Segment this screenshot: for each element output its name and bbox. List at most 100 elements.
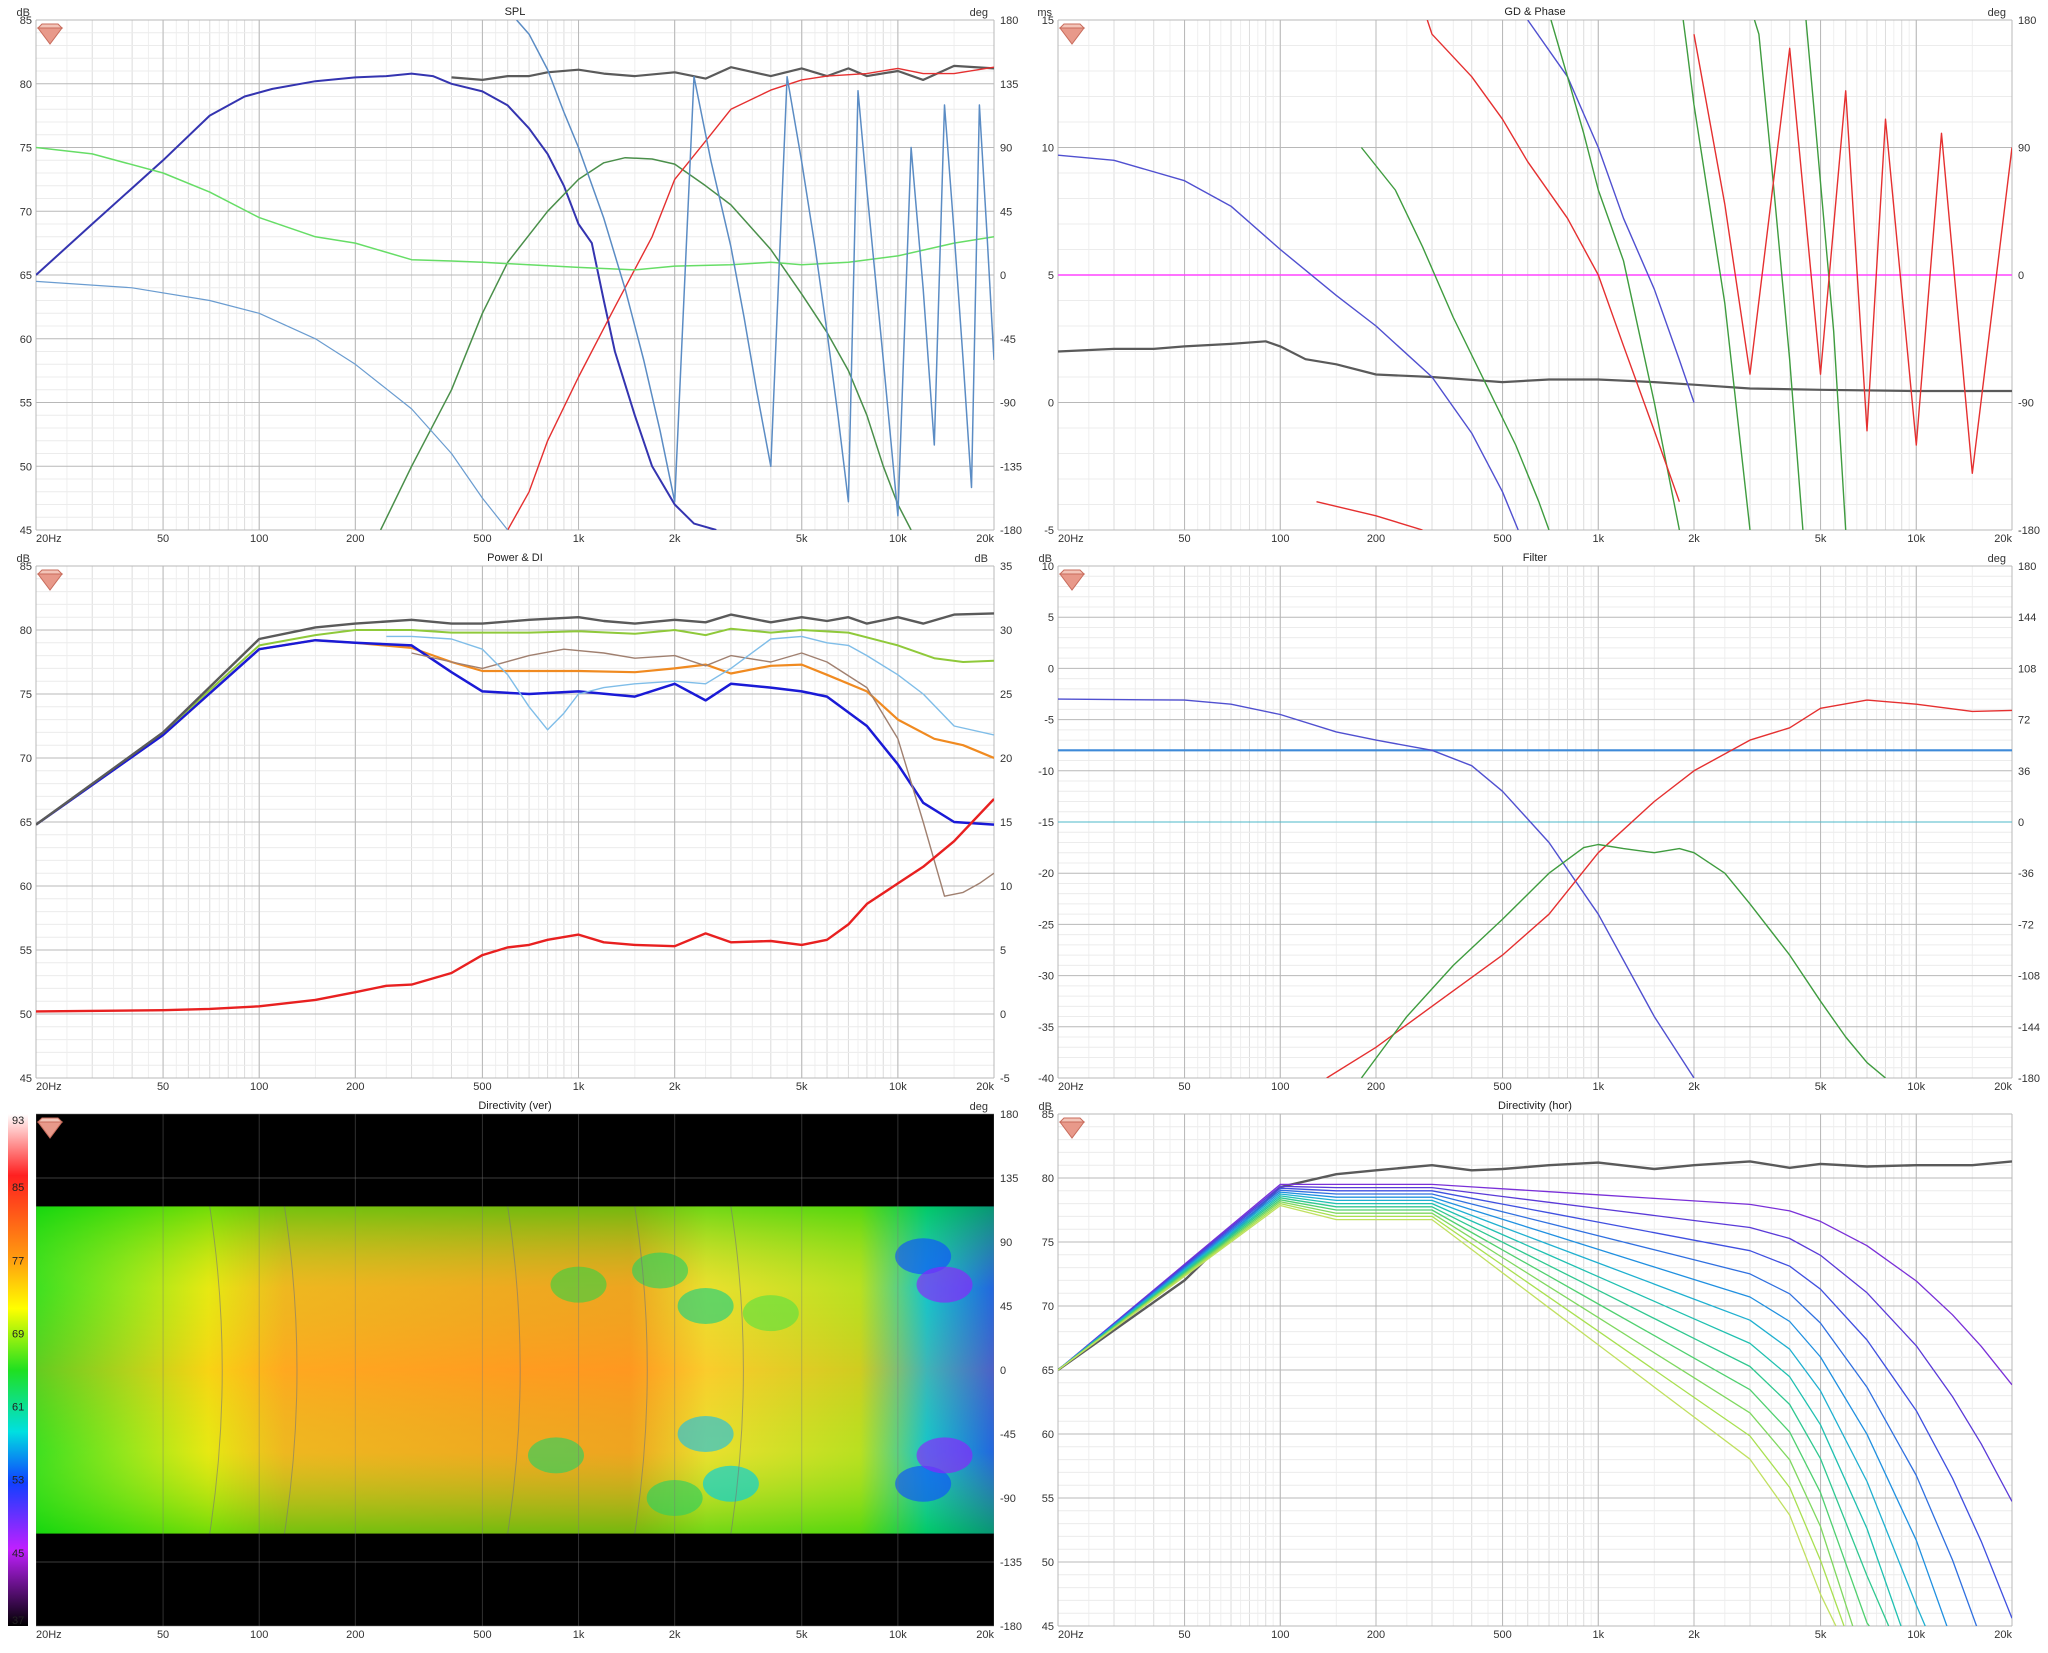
x-tick-label: 1k [573, 533, 585, 545]
left-tick-label: 70 [1042, 1301, 1054, 1313]
heatmap-lobe [632, 1252, 689, 1289]
left-tick-label: 50 [20, 461, 32, 473]
series-line-1 [36, 72, 717, 530]
x-tick-label: 100 [250, 533, 268, 545]
series-line-2 [379, 156, 912, 530]
x-tick-label: 200 [1367, 1629, 1385, 1641]
series-line-6 [516, 20, 994, 517]
x-tick-label: 20Hz [1058, 533, 1084, 545]
series-line-fan-4 [1058, 1191, 1948, 1626]
x-tick-label: 2k [1688, 1629, 1700, 1641]
left-unit-label: dB [17, 7, 30, 19]
series-line-1 [36, 638, 994, 826]
x-tick-label: 10k [1907, 533, 1925, 545]
left-tick-label: -35 [1038, 1022, 1054, 1034]
colorbar-tick-label: 61 [12, 1402, 24, 1414]
x-tick-label: 20Hz [36, 1629, 62, 1641]
panel-0: 20Hz 50 100 200 500 1k 2k 5k 10k 20k8580757065605… [17, 6, 1023, 545]
left-tick-label: 85 [20, 15, 32, 27]
series-line-fan-1 [1058, 1185, 2012, 1502]
rew-logo-icon [36, 23, 64, 45]
left-tick-label: -40 [1038, 1073, 1054, 1085]
panel-title: Directivity (ver) [478, 1100, 551, 1112]
heatmap-lobe [916, 1266, 973, 1303]
panel-title: Power & DI [487, 552, 543, 564]
x-tick-label: 20Hz [1058, 1081, 1084, 1093]
rew-logo-icon [36, 569, 64, 591]
x-tick-label: 200 [346, 1081, 364, 1093]
x-tick-label: 200 [346, 1629, 364, 1641]
panel-title: Directivity (hor) [1498, 1100, 1572, 1112]
x-tick-label: 20Hz [1058, 1629, 1084, 1641]
left-tick-label: 65 [20, 817, 32, 829]
left-tick-label: -5 [1044, 715, 1054, 727]
heatmap-lobe [527, 1437, 584, 1474]
left-tick-label: 45 [1042, 1621, 1054, 1633]
right-unit-label: deg [970, 7, 988, 19]
right-tick-label: 45 [1000, 1301, 1012, 1313]
left-tick-label: 55 [20, 398, 32, 410]
x-tick-label: 100 [250, 1081, 268, 1093]
x-tick-label: 50 [157, 533, 169, 545]
x-tick-label: 5k [1815, 1629, 1827, 1641]
left-tick-label: -30 [1038, 971, 1054, 983]
x-tick-label: 20k [1994, 533, 2012, 545]
right-tick-label: 0 [1000, 1365, 1006, 1377]
right-tick-label: -45 [1000, 1429, 1016, 1441]
contour-line [634, 1206, 648, 1534]
right-tick-label: -180 [2018, 1073, 2040, 1085]
series-line-0 [451, 64, 994, 81]
series-line-4 [36, 146, 994, 271]
logo-shape [1058, 23, 1086, 29]
rew-logo-icon [1058, 1117, 1086, 1139]
left-tick-label: 15 [1042, 15, 1054, 27]
right-tick-label: 36 [2018, 766, 2030, 778]
panel-4: 20Hz 50 100 200 500 1k 2k 5k 10k 20k 180 135 90 45 0 -4… [8, 1100, 1022, 1641]
x-tick-label: 1k [1592, 533, 1604, 545]
heatmap-lobe [916, 1437, 973, 1474]
left-tick-label: 5 [1048, 270, 1054, 282]
rew-logo-icon [36, 1117, 64, 1139]
right-tick-label: -90 [1000, 398, 1016, 410]
colorbar-tick-label: 37 [12, 1615, 24, 1627]
left-tick-label: 80 [20, 79, 32, 91]
x-tick-label: 500 [1493, 533, 1511, 545]
left-tick-label: -20 [1038, 868, 1054, 880]
right-tick-label: 108 [2018, 663, 2036, 675]
right-tick-label: 180 [1000, 15, 1018, 27]
left-unit-label: ms [1037, 7, 1052, 19]
x-tick-label: 10k [1907, 1629, 1925, 1641]
left-tick-label: 80 [1042, 1173, 1054, 1185]
right-tick-label: 0 [1000, 270, 1006, 282]
left-tick-label: -15 [1038, 817, 1054, 829]
left-tick-label: -10 [1038, 766, 1054, 778]
right-tick-label: 0 [2018, 817, 2024, 829]
x-tick-label: 20k [976, 533, 994, 545]
right-tick-label: 10 [1000, 881, 1012, 893]
right-tick-label: -72 [2018, 919, 2034, 931]
left-tick-label: 65 [1042, 1365, 1054, 1377]
left-tick-label: 75 [20, 143, 32, 155]
left-tick-label: 5 [1048, 612, 1054, 624]
x-tick-label: 10k [889, 533, 907, 545]
x-tick-label: 1k [573, 1629, 585, 1641]
heatmap-lobe [646, 1480, 703, 1516]
x-tick-label: 50 [1178, 1629, 1190, 1641]
series-line-2 [1058, 154, 1519, 530]
x-tick-label: 20k [976, 1081, 994, 1093]
right-tick-label: 180 [2018, 561, 2036, 573]
right-tick-label: -180 [1000, 525, 1022, 537]
left-tick-label: 85 [1042, 1109, 1054, 1121]
right-tick-label: 180 [1000, 1109, 1018, 1121]
x-tick-label: 2k [1688, 533, 1700, 545]
series-line-4 [36, 627, 994, 826]
left-unit-label: dB [1039, 1101, 1052, 1113]
logo-shape [36, 569, 64, 575]
colorbar: 93 85 77 69 61 53 45 37 [8, 1114, 28, 1627]
left-tick-label: 70 [20, 753, 32, 765]
x-tick-label: 100 [1271, 1629, 1289, 1641]
right-tick-label: 20 [1000, 753, 1012, 765]
heatmap-lobe [895, 1465, 952, 1502]
colorbar-tick-label: 85 [12, 1182, 24, 1194]
x-tick-label: 200 [1367, 533, 1385, 545]
